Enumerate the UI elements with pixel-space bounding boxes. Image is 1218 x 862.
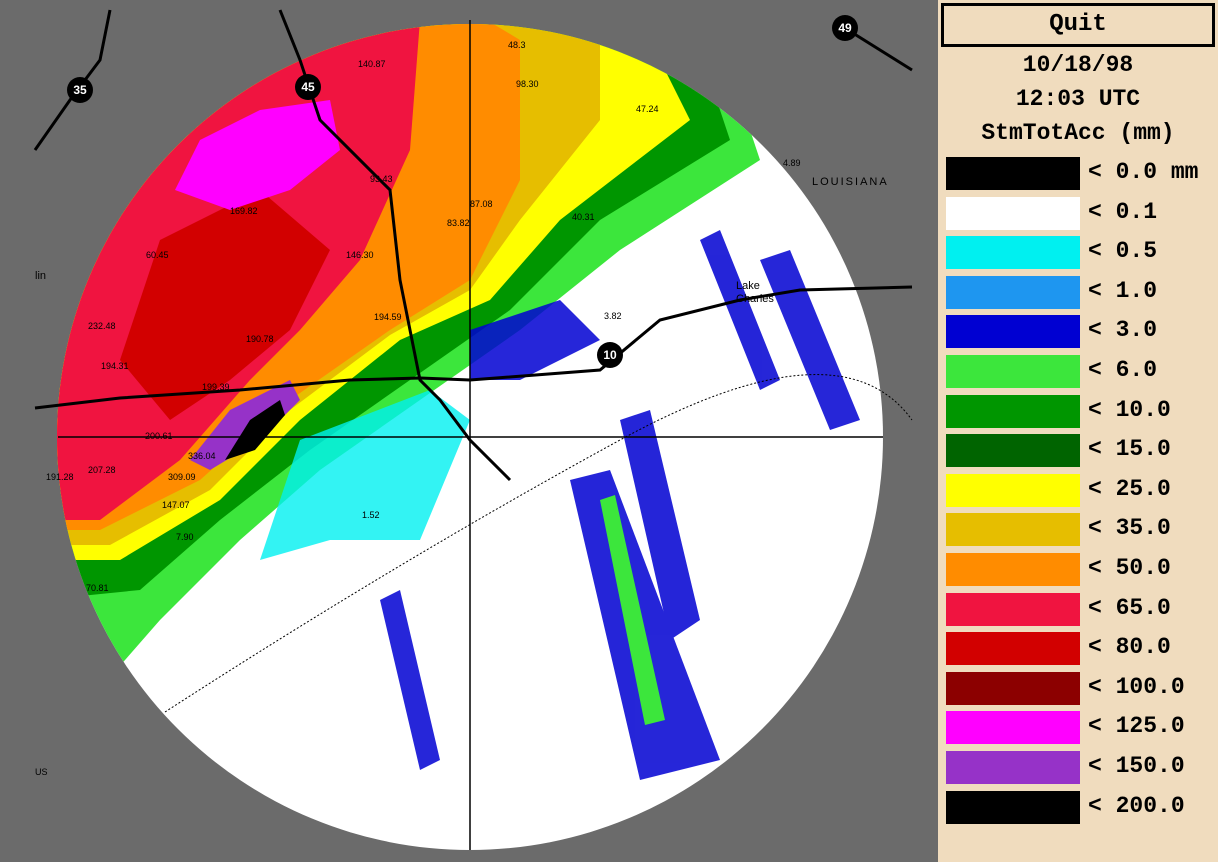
legend-swatch [946,275,1080,309]
legend-swatch [946,157,1080,190]
legend-label: < 15.0 [1088,436,1171,463]
legend-swatch [946,355,1080,388]
legend-label: < 0.0 mm [1088,159,1199,185]
legend-label: < 150.0 [1088,753,1185,779]
legend-swatch [946,315,1080,349]
value-annotation: 60.45 [146,250,169,260]
legend-label: < 25.0 [1088,475,1171,502]
value-annotation: 1.52 [362,510,380,520]
shield: 35 [73,83,87,97]
value-annotation: 207.28 [88,465,116,475]
legend-swatch [946,632,1080,666]
shield: 45 [301,80,315,94]
legend-swatch [946,751,1080,784]
legend-label: < 6.0 [1088,357,1158,383]
value-annotation: 194.31 [101,361,129,371]
value-annotation: 83.82 [447,218,470,228]
value-annotation: 232.48 [88,321,116,331]
legend-swatch [946,394,1080,428]
legend-swatch [946,592,1080,626]
shield: 10 [603,348,617,362]
legend-label: < 0.1 [1088,198,1158,225]
legend-label: < 1.0 [1088,277,1158,304]
date: 10/18/98 [1022,52,1134,78]
legend-swatch [946,553,1080,586]
legend-label: < 80.0 [1088,634,1171,661]
legend-label: < 35.0 [1088,515,1171,542]
value-annotation: 7.90 [176,532,194,542]
value-annotation: 98.30 [516,79,539,89]
legend-label: < 3.0 [1088,317,1158,344]
map-label: lin [35,270,46,282]
value-annotation: 190.78 [246,334,274,344]
value-annotation: 194.59 [374,312,402,322]
legend-label: < 125.0 [1088,713,1185,740]
value-annotation: 48.3 [508,40,526,50]
legend-swatch [946,671,1080,705]
value-annotation: 146.30 [346,250,374,260]
value-annotation: 169.82 [230,206,258,216]
legend-swatch [946,196,1080,230]
value-annotation: 199.39 [202,382,230,392]
legend-label: < 10.0 [1088,396,1171,423]
value-annotation: 140.87 [358,59,386,69]
region-label: LOUISIANA [812,176,889,188]
value-annotation: 3.82 [604,311,622,321]
quit-button[interactable]: Quit [941,3,1215,47]
legend-label: < 50.0 [1088,555,1171,581]
city-label: Lake [736,280,760,292]
legend-swatch [946,711,1080,745]
highway-shields: 35 45 10 49 [67,15,858,368]
legend-label: < 0.5 [1088,238,1158,265]
value-annotation: 87.08 [470,199,493,209]
value-annotation: 4.89 [783,158,801,168]
value-annotation: 47.24 [636,104,659,114]
value-annotation: 191.28 [46,472,74,482]
legend-swatch [946,473,1080,507]
value-annotation: 336.04 [188,451,216,461]
legend-swatch [946,790,1080,824]
legend-swatch [946,236,1080,270]
product: StmTotAcc (mm) [981,120,1175,146]
shield: 49 [838,21,852,35]
value-annotation: 70.81 [86,583,109,593]
radar-image [57,24,883,850]
legend-swatch [946,434,1080,468]
radar-map: 35 45 10 49 LOUISIANA Lake Charles lin U… [33,9,913,850]
value-annotation: 147.07 [162,500,190,510]
value-annotation: 200.61 [145,431,173,441]
city-label: Charles [736,293,774,305]
legend-label: < 100.0 [1088,673,1185,700]
legend-label: < 65.0 [1088,594,1171,621]
control-panel: Quit 10/18/98 12:03 UTC StmTotAcc (mm) <… [938,0,1218,862]
map-label: US [35,767,48,777]
legend-label: < 200.0 [1088,792,1185,819]
value-annotation: 309.09 [168,472,196,482]
value-annotation: 40.31 [572,212,595,222]
time: 12:03 UTC [1015,86,1141,112]
legend-swatch [946,513,1080,547]
value-annotation: 93.43 [370,174,393,184]
